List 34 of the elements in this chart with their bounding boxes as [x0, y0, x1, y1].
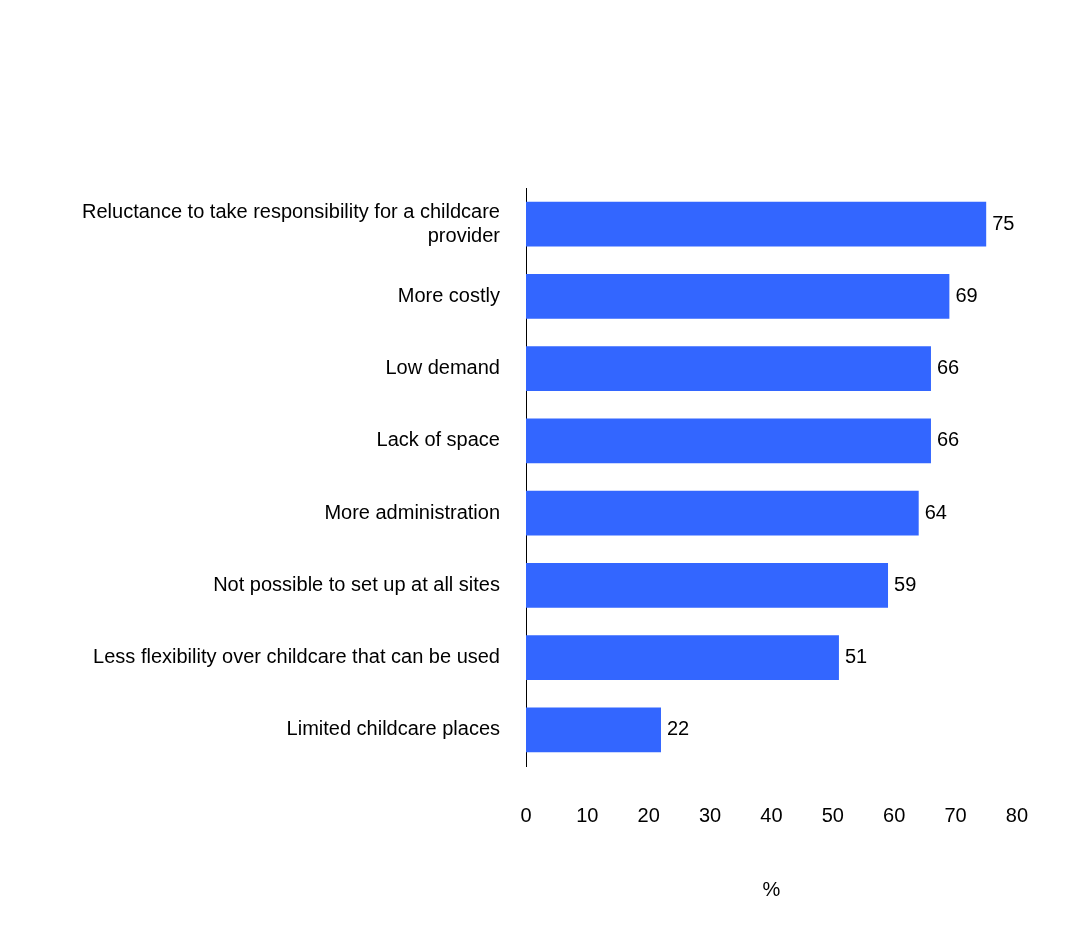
- bar: [526, 490, 919, 536]
- bar: [526, 346, 931, 392]
- bar: [526, 273, 950, 319]
- x-tick-label: 30: [698, 803, 722, 826]
- bar: [526, 418, 931, 464]
- bar: [526, 562, 889, 608]
- x-axis-title: %: [762, 877, 781, 900]
- data-label: 22: [666, 717, 690, 740]
- x-tick-label: 10: [576, 803, 599, 826]
- x-tick-label: 50: [821, 803, 844, 826]
- y-tick-label: More administration: [324, 500, 500, 523]
- data-label: 69: [955, 283, 978, 306]
- y-tick-label: More costly: [397, 283, 500, 306]
- y-tick-label: Reluctance to take responsibility for a childcare provider: [82, 199, 501, 246]
- y-tick-label: Less flexibility over childcare that can be used: [93, 645, 500, 668]
- y-tick-label: Lack of space: [376, 428, 500, 451]
- y-tick-label: Not possible to set up at all sites: [213, 572, 500, 595]
- x-tick-label: 20: [637, 803, 660, 826]
- bar: [526, 201, 987, 247]
- data-label: 75: [992, 211, 1015, 234]
- data-label: 51: [844, 645, 868, 668]
- bar: [526, 707, 661, 753]
- y-tick-label: Limited childcare places: [286, 717, 500, 740]
- data-label: 59: [894, 572, 917, 595]
- x-tick-label: 60: [883, 803, 906, 826]
- data-label: 64: [924, 500, 947, 523]
- x-tick-label: 70: [944, 803, 967, 826]
- x-tick-label: 80: [1005, 803, 1028, 826]
- x-tick-label: 0: [520, 803, 532, 826]
- data-label: 66: [936, 428, 960, 451]
- bar: [526, 635, 839, 681]
- x-tick-label: 40: [760, 803, 783, 826]
- data-label: 66: [936, 356, 960, 379]
- y-tick-label: Low demand: [385, 356, 500, 379]
